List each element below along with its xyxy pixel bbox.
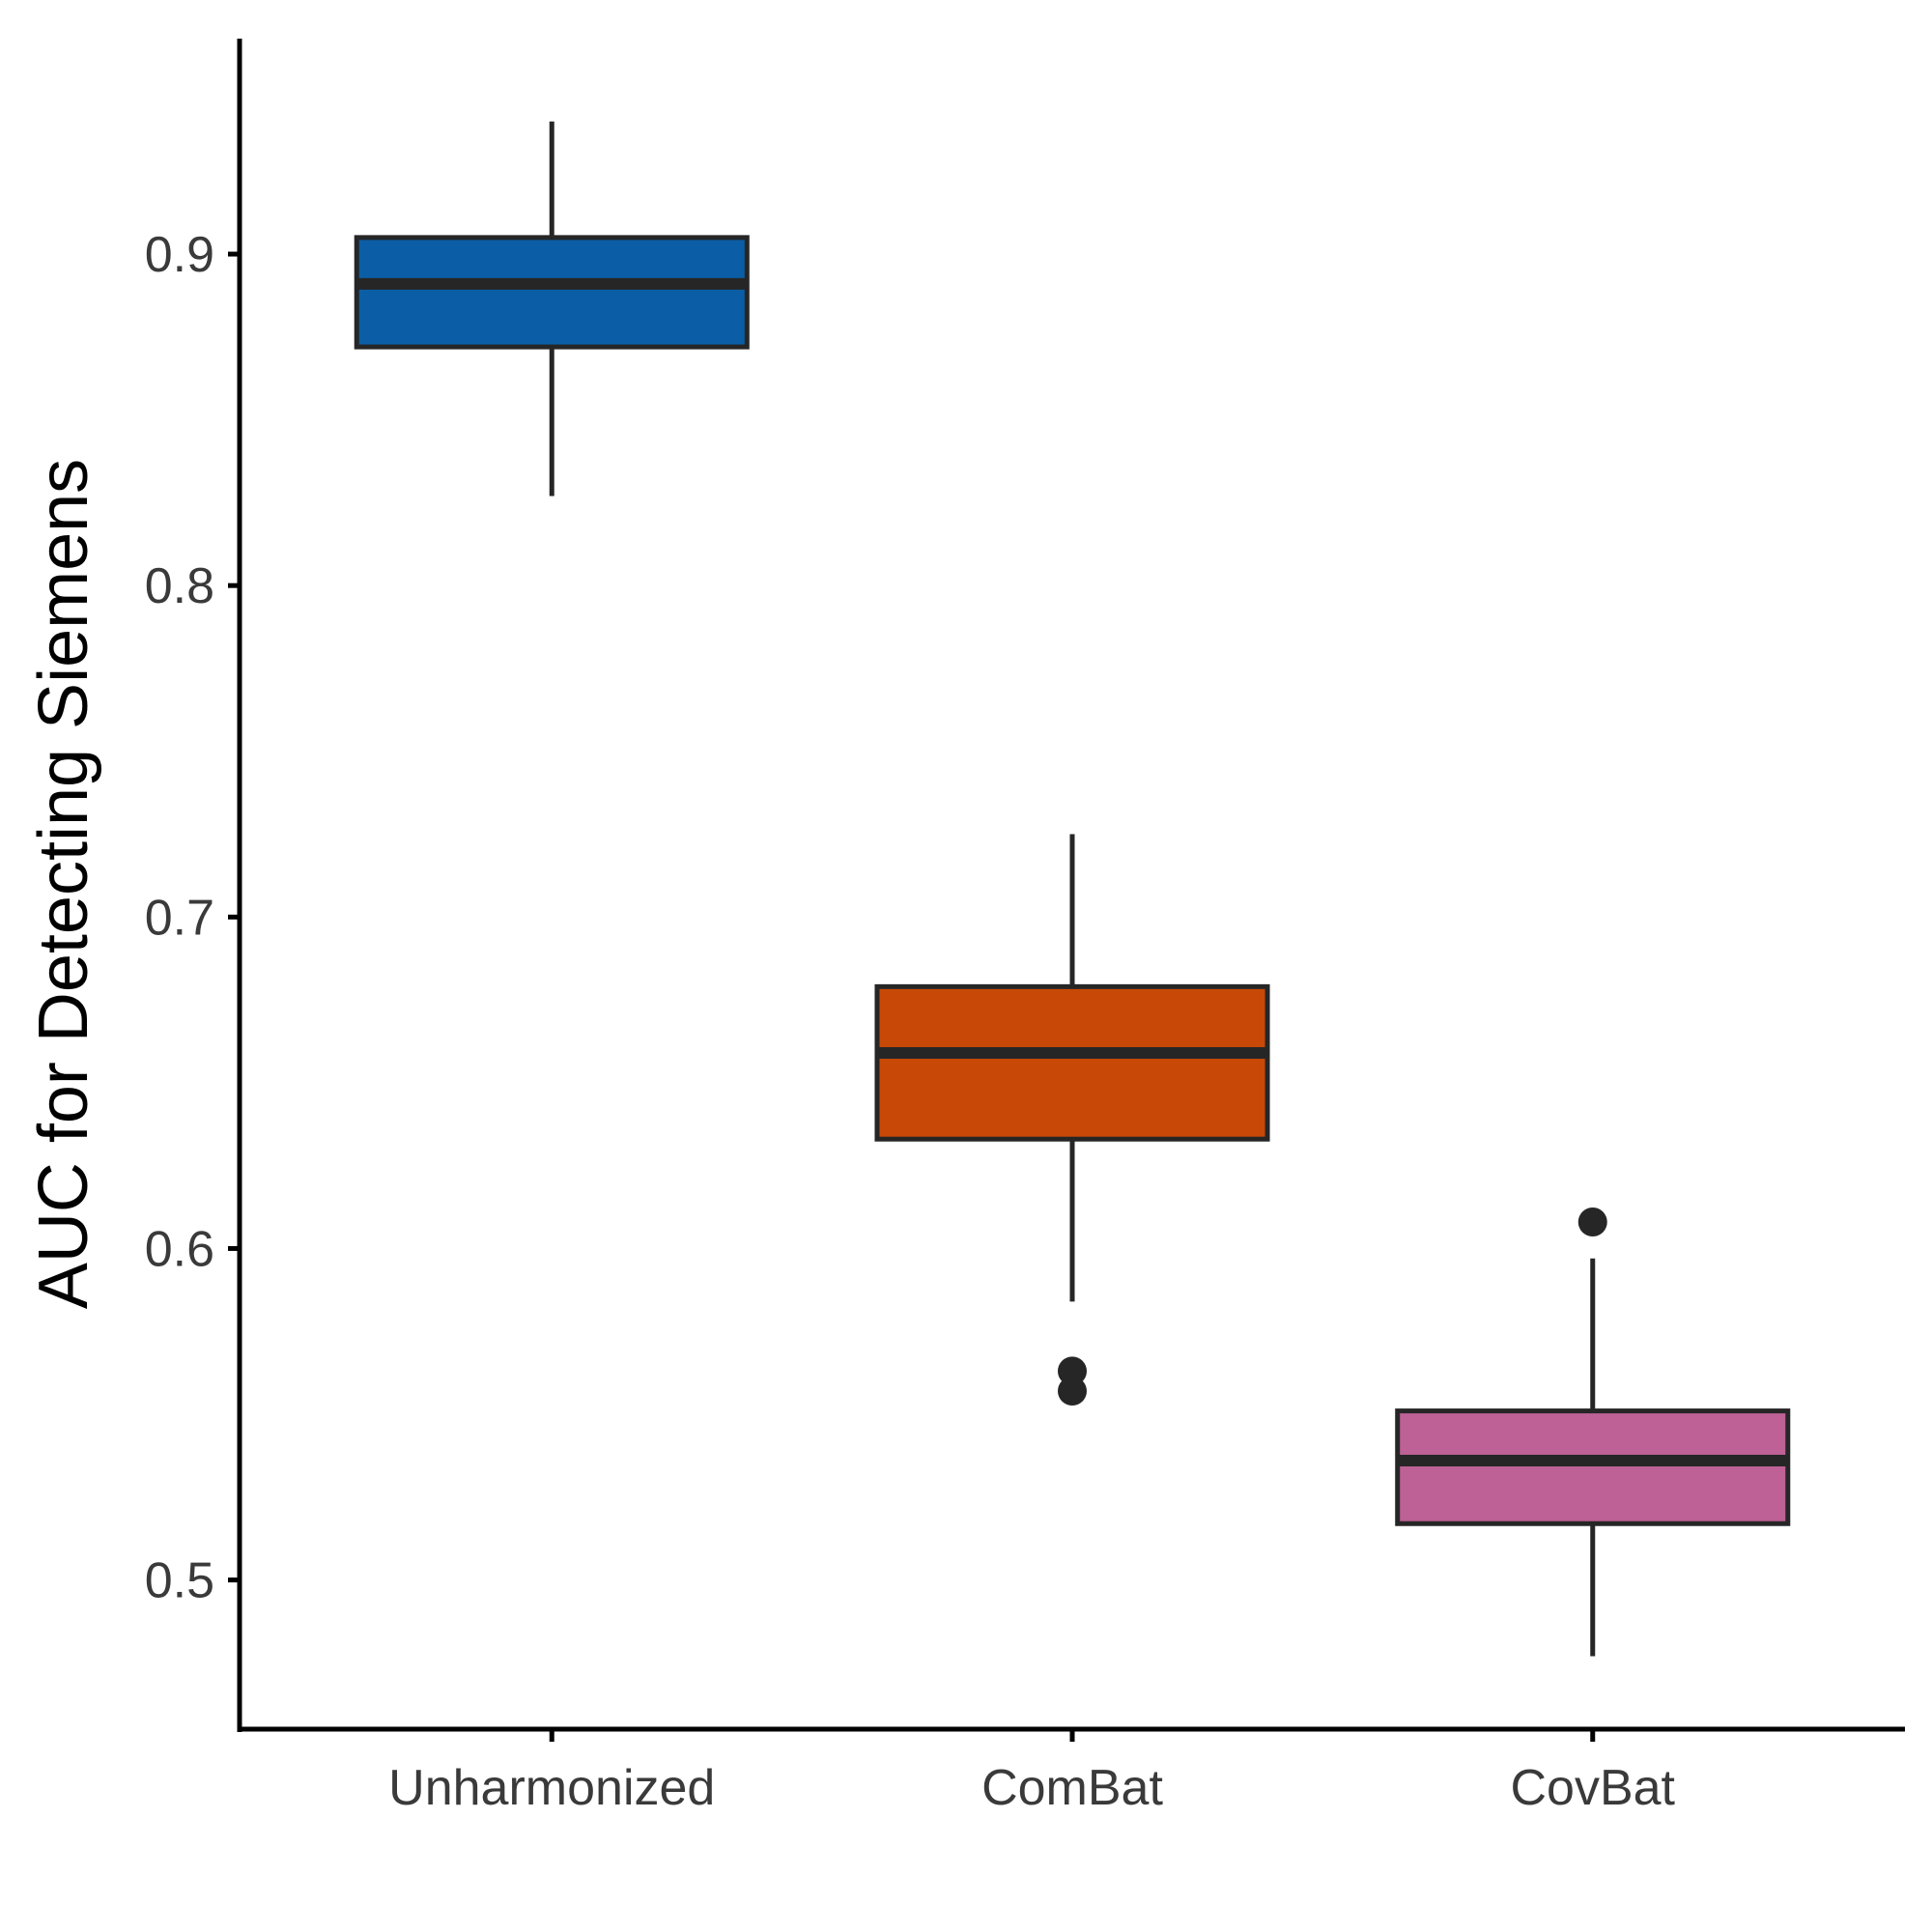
outlier-point — [1577, 1208, 1607, 1236]
y-tick-label: 0.6 — [145, 1221, 214, 1277]
y-tick-label: 0.8 — [145, 558, 214, 614]
y-tick-label: 0.7 — [145, 890, 214, 946]
interquartile-box — [1395, 1408, 1791, 1526]
y-axis-title: AUC for Detecting Siemens — [25, 459, 102, 1309]
box-covbat — [1395, 1208, 1791, 1657]
plot-area — [354, 121, 1791, 1657]
outlier-point — [1058, 1356, 1087, 1386]
x-tick-label: CovBat — [1510, 1760, 1675, 1816]
x-tick-label: Unharmonized — [388, 1760, 715, 1816]
interquartile-box — [874, 983, 1270, 1142]
x-tick-label: ComBat — [981, 1760, 1163, 1816]
box-unharmonized — [354, 121, 750, 497]
box-combat — [874, 834, 1270, 1406]
outlier-point — [1058, 1377, 1087, 1406]
y-axis-ticks: 0.5 0.6 0.7 0.8 0.9 — [145, 227, 240, 1609]
y-tick-label: 0.5 — [145, 1553, 214, 1609]
x-axis-ticks: Unharmonized ComBat CovBat — [388, 1729, 1676, 1816]
y-tick-label: 0.9 — [145, 227, 214, 283]
interquartile-box — [354, 235, 750, 350]
